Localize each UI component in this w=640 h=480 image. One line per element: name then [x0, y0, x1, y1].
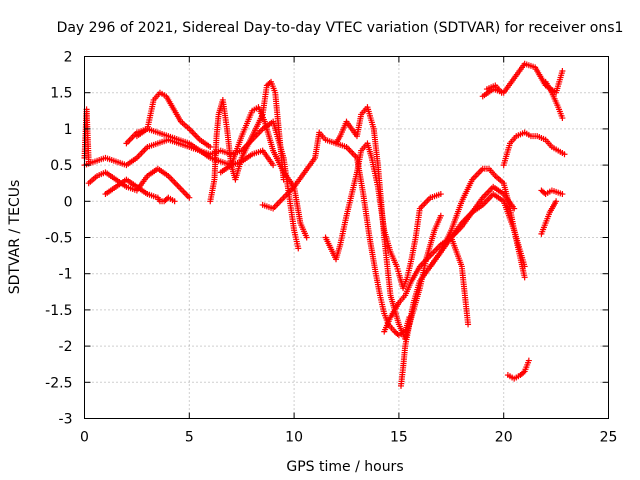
y-tick-label: -2 — [59, 339, 73, 355]
data-point — [498, 89, 505, 96]
series-arc-l — [381, 234, 472, 335]
axis-ticks — [84, 56, 609, 419]
y-tick-label: 1.5 — [50, 86, 72, 102]
data-point — [520, 369, 527, 376]
data-point — [553, 198, 560, 205]
grid-lines — [84, 56, 609, 419]
x-tick-label: 5 — [185, 430, 194, 446]
series-arc-i — [259, 104, 444, 342]
series-arc-g — [207, 78, 287, 205]
y-tick-label: 2 — [64, 50, 73, 66]
y-tick-label: -1 — [59, 267, 73, 283]
data-point — [186, 194, 193, 201]
series-arc-a — [81, 106, 92, 165]
data-point — [437, 191, 444, 198]
series-arc-p — [479, 60, 566, 100]
series-arc-r — [500, 129, 568, 169]
x-tick-label: 10 — [285, 430, 303, 446]
series-arc-k — [333, 140, 413, 339]
data-point — [559, 115, 566, 122]
data-point — [561, 151, 568, 158]
series-arc-n — [427, 165, 528, 270]
y-tick-label: 0.5 — [50, 158, 72, 174]
data-point — [521, 274, 528, 281]
data-point — [465, 321, 472, 328]
x-axis-label: GPS time / hours — [286, 459, 403, 475]
y-tick-label: 0 — [64, 194, 73, 210]
series-arc-t — [538, 198, 560, 237]
series-arc-c — [85, 165, 193, 201]
x-tick-label: 20 — [495, 430, 513, 446]
series-arc-u — [542, 78, 566, 122]
y-tick-labels: -3 -2.5 -2 -1.5 -1 -0.5 0 0.5 1 1.5 2 — [45, 50, 72, 428]
y-tick-label: -0.5 — [45, 231, 72, 247]
series-arc-h — [217, 104, 310, 241]
series-arc-s — [538, 187, 566, 198]
y-tick-label: 1 — [64, 122, 73, 138]
series-arc-v — [504, 357, 532, 382]
y-tick-label: -2.5 — [45, 375, 72, 391]
data-point — [437, 212, 444, 219]
data-point — [521, 263, 528, 270]
x-tick-label: 15 — [390, 430, 408, 446]
series-arc-o — [448, 183, 518, 241]
data-point — [280, 176, 287, 183]
data-point — [295, 245, 302, 252]
data-point — [207, 144, 214, 150]
series-arc-d — [102, 176, 178, 205]
x-tick-label: 25 — [600, 430, 618, 446]
y-axis-label: SDTVAR / TECUs — [7, 180, 23, 295]
plot-frame — [84, 56, 609, 419]
data-point — [525, 357, 532, 364]
series-arc-q — [483, 82, 505, 96]
data-point — [559, 67, 566, 74]
y-tick-label: -3 — [59, 412, 73, 428]
x-tick-labels: 0 5 10 15 20 25 — [80, 430, 617, 446]
x-tick-label: 0 — [80, 430, 89, 446]
data-points — [81, 60, 568, 389]
data-point — [559, 191, 566, 198]
y-tick-label: -1.5 — [45, 303, 72, 319]
data-point — [171, 198, 178, 205]
data-point — [270, 162, 277, 169]
data-point — [303, 234, 310, 241]
chart-title: Day 296 of 2021, Sidereal Day-to-day VTE… — [57, 20, 624, 36]
data-point — [511, 205, 518, 212]
